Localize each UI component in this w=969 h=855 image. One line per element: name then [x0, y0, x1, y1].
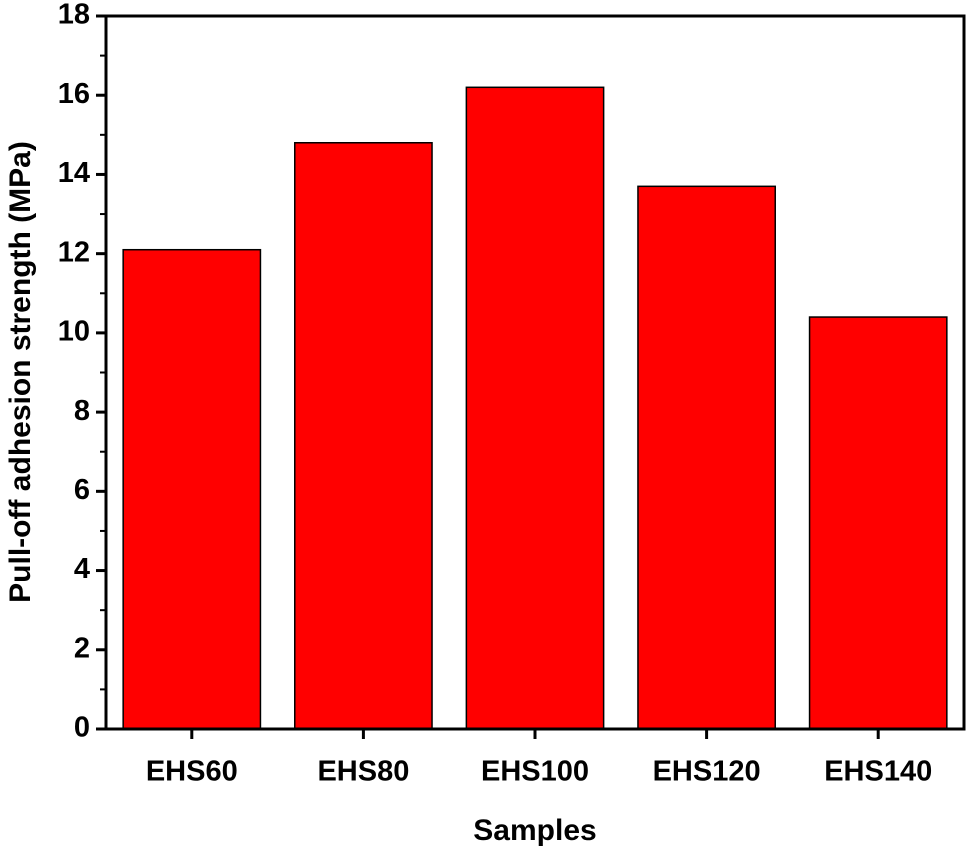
y-tick-label: 12: [58, 236, 90, 268]
x-tick-label: EHS60: [146, 756, 238, 788]
bar: [122, 248, 262, 730]
y-tick-label: 10: [58, 316, 90, 348]
x-tick-label: EHS140: [824, 756, 932, 788]
bar: [637, 185, 776, 730]
y-tick-label: 2: [74, 632, 90, 664]
y-tick-label: 18: [58, 0, 90, 31]
x-tick-label: EHS120: [653, 756, 761, 788]
y-axis-label: Pull-off adhesion strength (MPa): [4, 141, 37, 603]
bar: [808, 316, 948, 730]
y-tick-label: 8: [74, 395, 90, 427]
x-tick-label: EHS80: [317, 756, 409, 788]
plot-frame: [104, 14, 966, 731]
y-tick-label: 4: [74, 553, 90, 585]
y-tick-label: 16: [58, 78, 90, 110]
y-tick-label: 6: [74, 474, 90, 506]
bar: [294, 142, 433, 730]
y-tick-label: 14: [58, 157, 90, 189]
bar: [465, 86, 605, 730]
x-axis-label: Samples: [473, 814, 596, 847]
x-tick-label: EHS100: [481, 756, 589, 788]
y-tick-label: 0: [74, 712, 90, 744]
